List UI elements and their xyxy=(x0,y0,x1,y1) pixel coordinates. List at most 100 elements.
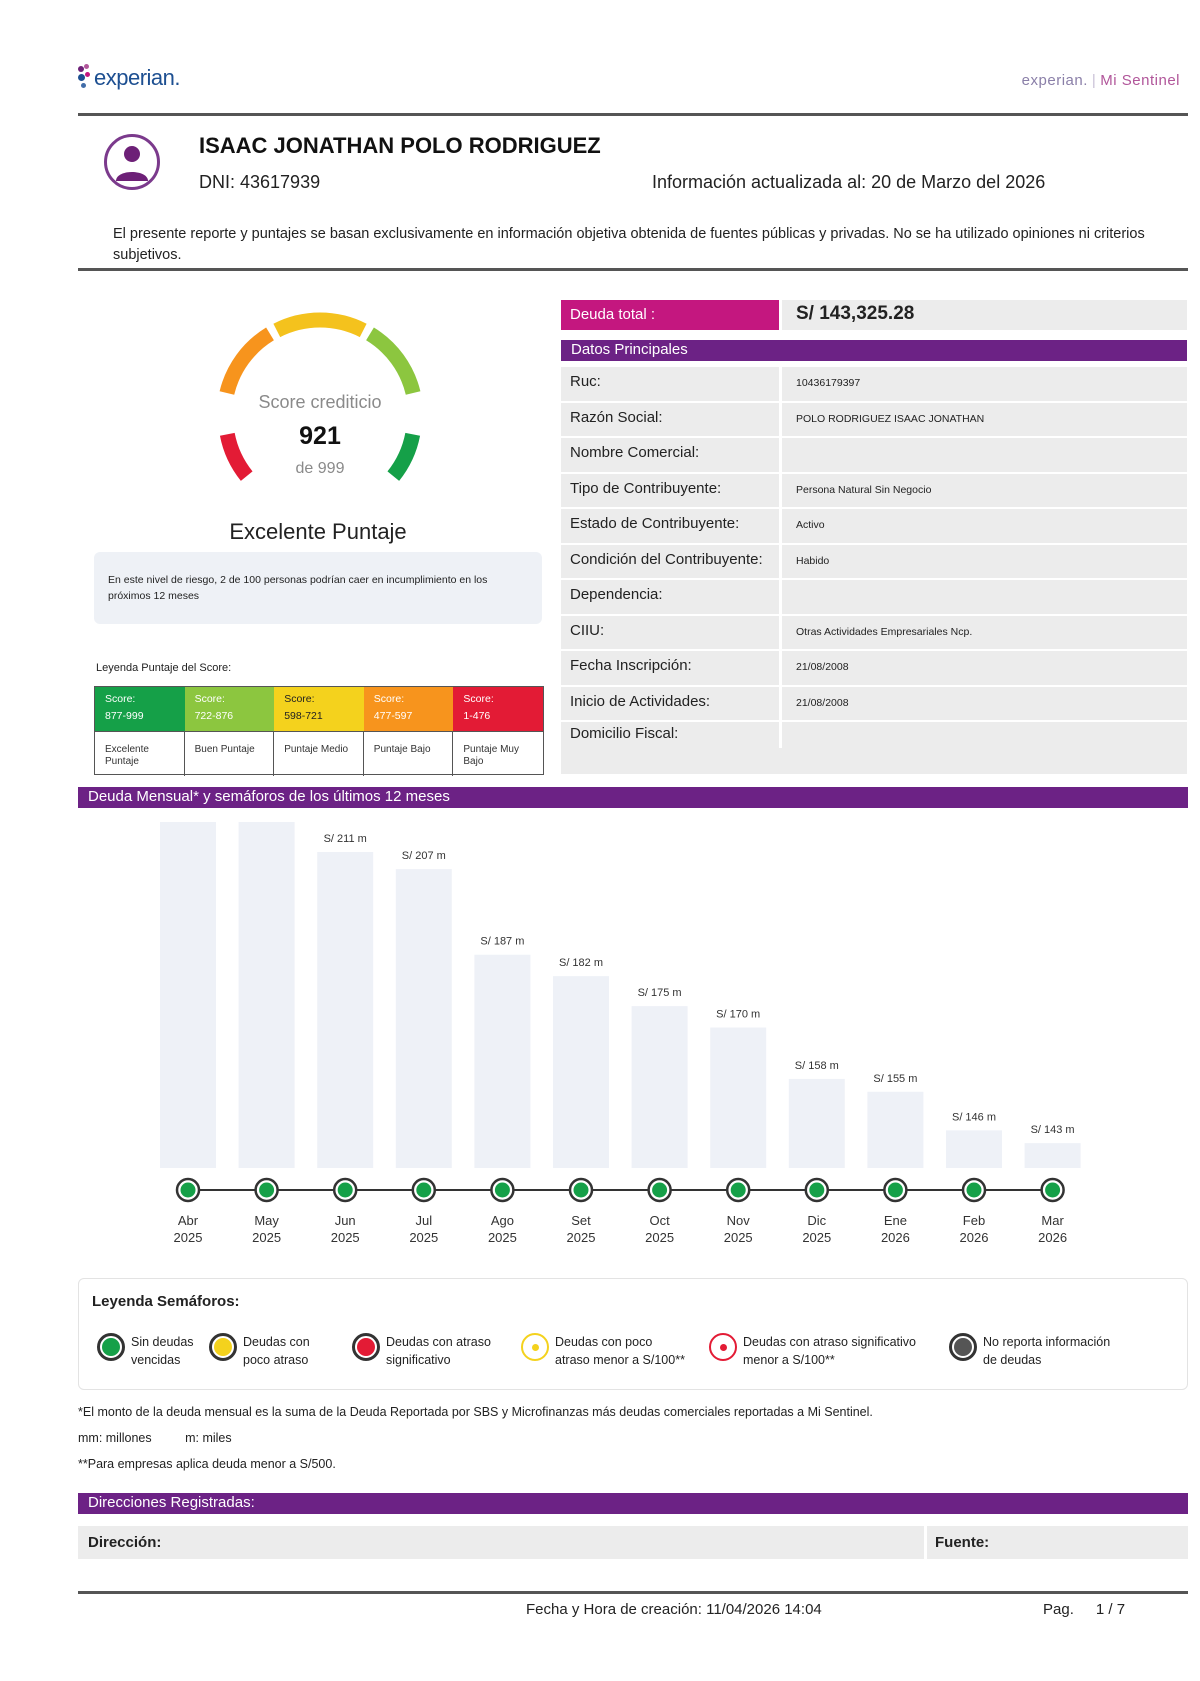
direcciones-header: Direcciones Registradas: xyxy=(78,1493,1188,1514)
note-monto: *El monto de la deuda mensual es la suma… xyxy=(78,1405,873,1419)
col-fuente: Fuente: xyxy=(927,1526,1188,1559)
experian-logo: experian. xyxy=(78,64,181,92)
bar-label: S/ 187 m xyxy=(480,936,524,948)
brand-experian: experian. xyxy=(1021,72,1088,89)
month-label: Feb xyxy=(963,1213,985,1228)
brand-sentinel: Mi Sentinel xyxy=(1100,72,1180,89)
legend-label-medio: Puntaje Medio xyxy=(274,731,364,776)
row-fecha-inscripcion: Fecha Inscripción: 21/08/2008 xyxy=(561,651,1187,685)
gray-dot-icon xyxy=(949,1333,977,1361)
logo-text: experian. xyxy=(94,65,181,90)
row-domicilio-fiscal: Domicilio Fiscal: xyxy=(561,722,1187,748)
bar-may xyxy=(238,822,295,1168)
top-divider xyxy=(78,113,1188,116)
row-ruc: Ruc: 10436179397 xyxy=(561,367,1187,401)
status-dot-icon xyxy=(725,1177,751,1203)
green-dot-icon xyxy=(97,1333,125,1361)
avatar-icon xyxy=(104,134,160,190)
bar-jun xyxy=(317,851,374,1168)
note-empresas: **Para empresas aplica deuda menor a S/5… xyxy=(78,1457,336,1471)
month-label: Dic xyxy=(807,1213,826,1228)
status-dot-icon xyxy=(411,1177,437,1203)
score-max: de 999 xyxy=(295,460,345,477)
score-gauge xyxy=(219,312,421,481)
bar-ago xyxy=(474,954,531,1168)
total-debt-label: Deuda total : xyxy=(561,300,779,330)
bar-label: S/ 207 m xyxy=(402,850,446,862)
sem-poco-atraso-menor: Deudas con poco atraso menor a S/100** xyxy=(521,1333,685,1369)
legend-label-buen: Buen Puntaje xyxy=(184,731,275,776)
row-estado-contribuyente: Estado de Contribuyente: Activo xyxy=(561,509,1187,543)
gauge-arc-green xyxy=(387,432,421,481)
legend-cell-excelente: Score: 877-999 xyxy=(95,687,185,731)
monthly-debt-chart: Abr 2025 May 2025 S/ 211 m Jun 2025 S/ 207 m Jul… xyxy=(160,822,1081,1245)
note-millones: mm: millones xyxy=(78,1431,152,1445)
gauge-title: Score crediticio xyxy=(258,392,382,412)
legend-cell-muy-bajo: Score: 1-476 xyxy=(453,687,543,731)
row-razon-social: Razón Social: POLO RODRIGUEZ ISAAC JONATH… xyxy=(561,402,1187,436)
score-label: Excelente Puntaje xyxy=(229,519,407,544)
risk-note: En este nivel de riesgo, 2 de 100 person… xyxy=(94,552,542,624)
semaforos-title: Leyenda Semáforos: xyxy=(92,1293,240,1310)
footer-divider xyxy=(78,1591,1188,1594)
bar-nov xyxy=(710,1027,767,1168)
col-direccion: Dirección: xyxy=(78,1526,924,1559)
brand-mi-sentinel: experian. | Mi Sentinel xyxy=(1022,72,1180,89)
row-condicion-contribuyente: Condición del Contribuyente: Habido xyxy=(561,544,1187,578)
page-value: 1 / 7 xyxy=(1095,1601,1126,1618)
month-label: Ago xyxy=(491,1213,514,1228)
legend-label-muy-bajo: Puntaje Muy Bajo xyxy=(453,731,543,776)
status-dot-icon xyxy=(490,1177,515,1203)
datos-principales-table: Ruc: 10436179397 Razón Social: POLO RODRIG… xyxy=(561,367,1187,750)
legend-label-excelente: Excelente Puntaje xyxy=(95,731,185,776)
legend-cell-medio: Score: 598-721 xyxy=(274,687,364,731)
status-dot-icon xyxy=(883,1177,908,1203)
year-label: 2025 xyxy=(802,1230,831,1245)
month-label: Ene xyxy=(884,1213,907,1228)
year-label: 2026 xyxy=(960,1230,989,1245)
total-debt-value: S/ 143,325.28 xyxy=(782,300,1187,330)
score-legend-grid: Score: 877-999 Score: 722-876 Score: 598-72… xyxy=(94,686,544,776)
month-label: Nov xyxy=(727,1213,751,1228)
creation-date: Fecha y Hora de creación: 11/04/2026 14:… xyxy=(526,1601,822,1618)
status-dot-icon xyxy=(254,1177,279,1203)
year-label: 2025 xyxy=(567,1230,596,1245)
disclaimer-text: El presente reporte y puntajes se basan … xyxy=(113,226,1145,263)
gauge-arc-lightgreen xyxy=(365,327,421,395)
sem-atraso-significativo-menor: Deudas con atraso significativo menor a S… xyxy=(709,1333,916,1369)
status-dot-icon xyxy=(1040,1177,1065,1203)
bar-feb xyxy=(946,1130,1002,1168)
legend-label-bajo: Puntaje Bajo xyxy=(363,731,454,776)
bar-label: S/ 182 m xyxy=(559,957,603,969)
note-miles: m: miles xyxy=(185,1431,232,1445)
row-nombre-comercial: Nombre Comercial: xyxy=(561,438,1187,472)
sem-sin-deudas: Sin deudas vencidas xyxy=(97,1333,194,1369)
month-label: May xyxy=(254,1213,279,1228)
bar-abr xyxy=(160,822,216,1168)
person-name: ISAAC JONATHAN POLO RODRIGUEZ xyxy=(199,133,601,158)
year-label: 2025 xyxy=(488,1230,517,1245)
bar-label: S/ 175 m xyxy=(638,987,682,999)
sem-no-reporta: No reporta información de deudas xyxy=(949,1333,1110,1369)
legend-cell-buen: Score: 722-876 xyxy=(184,687,275,731)
legend-cell-bajo: Score: 477-597 xyxy=(363,687,454,731)
month-label: Set xyxy=(571,1213,591,1228)
brand-separator: | xyxy=(1091,72,1097,89)
sem-poco-atraso: Deudas con poco atraso xyxy=(209,1333,310,1369)
month-label: Jun xyxy=(335,1213,356,1228)
page-number: Pag. 1 / 7 xyxy=(1043,1601,1125,1618)
red-dot-icon xyxy=(352,1333,380,1361)
note-units: mm: millones m: miles xyxy=(78,1431,232,1445)
month-label: Jul xyxy=(415,1213,432,1228)
risk-text: En este nivel de riesgo, 2 de 100 person… xyxy=(108,574,488,602)
domicilio-fiscal-value xyxy=(561,748,1187,774)
datos-principales-header: Datos Principales xyxy=(561,340,1187,361)
month-label: Mar xyxy=(1041,1213,1064,1228)
row-ciiu: CIIU: Otras Actividades Empresariales Ncp… xyxy=(561,615,1187,649)
page-label: Pag. xyxy=(1043,1601,1074,1618)
bar-label: S/ 170 m xyxy=(716,1009,760,1021)
score-value: 921 xyxy=(299,422,341,450)
gauge-arc-yellow xyxy=(273,312,367,338)
year-label: 2025 xyxy=(409,1230,438,1245)
gauge-arc-red xyxy=(219,432,253,481)
